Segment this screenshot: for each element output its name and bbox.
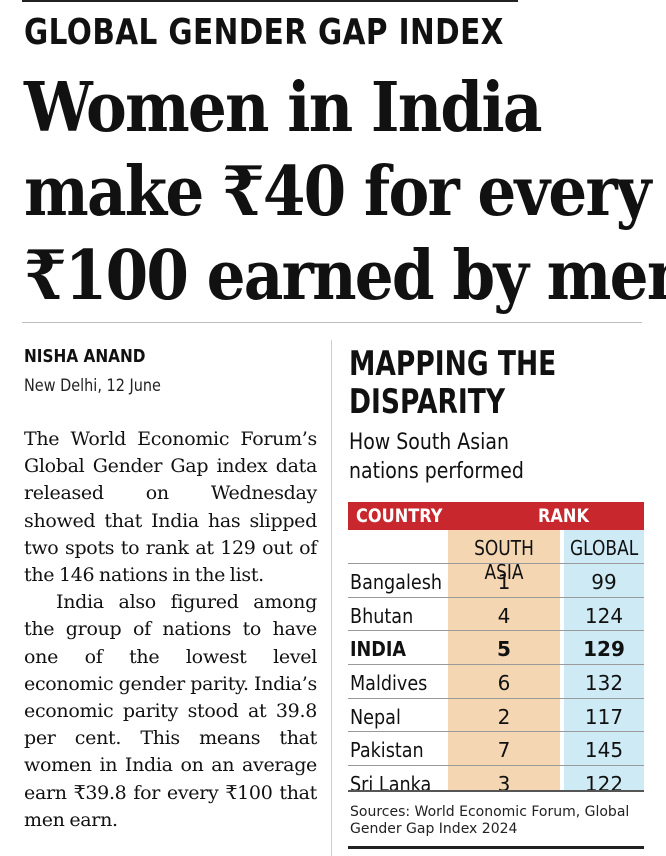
article-body: The World Economic Forum’s Global Gender… [24, 426, 317, 834]
table-row: Bhutan 4 124 [348, 598, 644, 632]
table-row: Nepal 2 117 [348, 699, 644, 733]
cell-country: Pakistan [350, 738, 424, 763]
column-divider [331, 340, 332, 856]
cell-country: Bhutan [350, 603, 414, 628]
headline-divider [22, 322, 642, 323]
cell-global-rank: 124 [584, 603, 624, 628]
cell-south-asia-rank: 5 [497, 637, 511, 662]
cell-global-rank: 132 [584, 671, 624, 696]
cell-south-asia-rank: 7 [497, 738, 511, 763]
subheader-south-asia: SOUTH ASIA [474, 536, 534, 584]
cell-country: Sri Lanka [350, 772, 432, 797]
table-row: INDIA 5 129 [348, 631, 644, 666]
cell-south-asia-rank: 6 [497, 671, 511, 696]
table-subheader: SOUTH ASIA GLOBAL [348, 530, 644, 584]
cell-south-asia-rank: 1 [497, 570, 511, 594]
table-bottom-rule [348, 790, 644, 792]
source-note: Sources: World Economic Forum, Global Ge… [350, 804, 650, 838]
cell-south-asia-rank: 2 [497, 704, 511, 729]
cell-country: Nepal [350, 704, 401, 729]
subheader-global: GLOBAL [570, 536, 639, 560]
cell-global-rank: 122 [584, 772, 624, 797]
article-paragraph: India also figured among the group of na… [24, 591, 317, 831]
headline-line-2: make ₹40 for every [24, 152, 651, 232]
header-rank: RANK [538, 505, 589, 527]
article-paragraph: The World Economic Forum’s Global Gender… [24, 428, 317, 587]
cell-country: Maldives [350, 671, 428, 696]
cell-global-rank: 145 [584, 738, 624, 763]
source-line-2: Gender Gap Index 2024 [350, 821, 518, 837]
source-line-1: Sources: World Economic Forum, Global [350, 804, 630, 820]
kicker: GLOBAL GENDER GAP INDEX [24, 12, 504, 53]
cell-south-asia-rank: 3 [497, 772, 511, 797]
table-header: COUNTRY RANK [348, 502, 644, 530]
headline: Women in India make ₹40 for every ₹100 e… [24, 66, 666, 318]
cell-country: INDIA [350, 637, 407, 662]
sidebar-base-rule [348, 846, 644, 849]
headline-line-1: Women in India [24, 68, 543, 148]
south-asia-band [448, 530, 560, 792]
cell-global-rank: 117 [584, 704, 624, 729]
sidebar-title: MAPPING THE DISPARITY [349, 345, 556, 421]
sidebar-subtitle-line-1: How South Asian [349, 430, 509, 455]
rank-table: COUNTRY RANK SOUTH ASIA GLOBAL Bangalesh… [348, 502, 644, 799]
dateline: New Delhi, 12 June [24, 376, 161, 396]
headline-line-3: ₹100 earned by men [24, 236, 666, 316]
table-row: Pakistan 7 145 [348, 732, 644, 767]
table-row: Maldives 6 132 [348, 665, 644, 699]
header-country: COUNTRY [356, 505, 443, 527]
sidebar-title-line-2: DISPARITY [349, 382, 506, 422]
column-bands [348, 530, 644, 792]
sidebar-subtitle: How South Asian nations performed [349, 428, 524, 486]
cell-south-asia-rank: 4 [497, 603, 511, 628]
sidebar-subtitle-line-2: nations performed [349, 459, 524, 484]
sidebar-title-line-1: MAPPING THE [349, 344, 557, 384]
cell-global-rank: 99 [591, 570, 617, 594]
table-rows: SOUTH ASIA GLOBAL Bangalesh 1 99 Bhutan … [348, 530, 644, 799]
byline-author: NISHA ANAND [24, 346, 146, 367]
cell-country: Bangalesh [350, 570, 443, 594]
cell-global-rank: 129 [583, 637, 625, 662]
table-row: Bangalesh 1 99 [348, 564, 644, 598]
table-row: Sri Lanka 3 122 [348, 766, 644, 799]
global-band [564, 530, 644, 792]
top-rule [22, 0, 518, 2]
